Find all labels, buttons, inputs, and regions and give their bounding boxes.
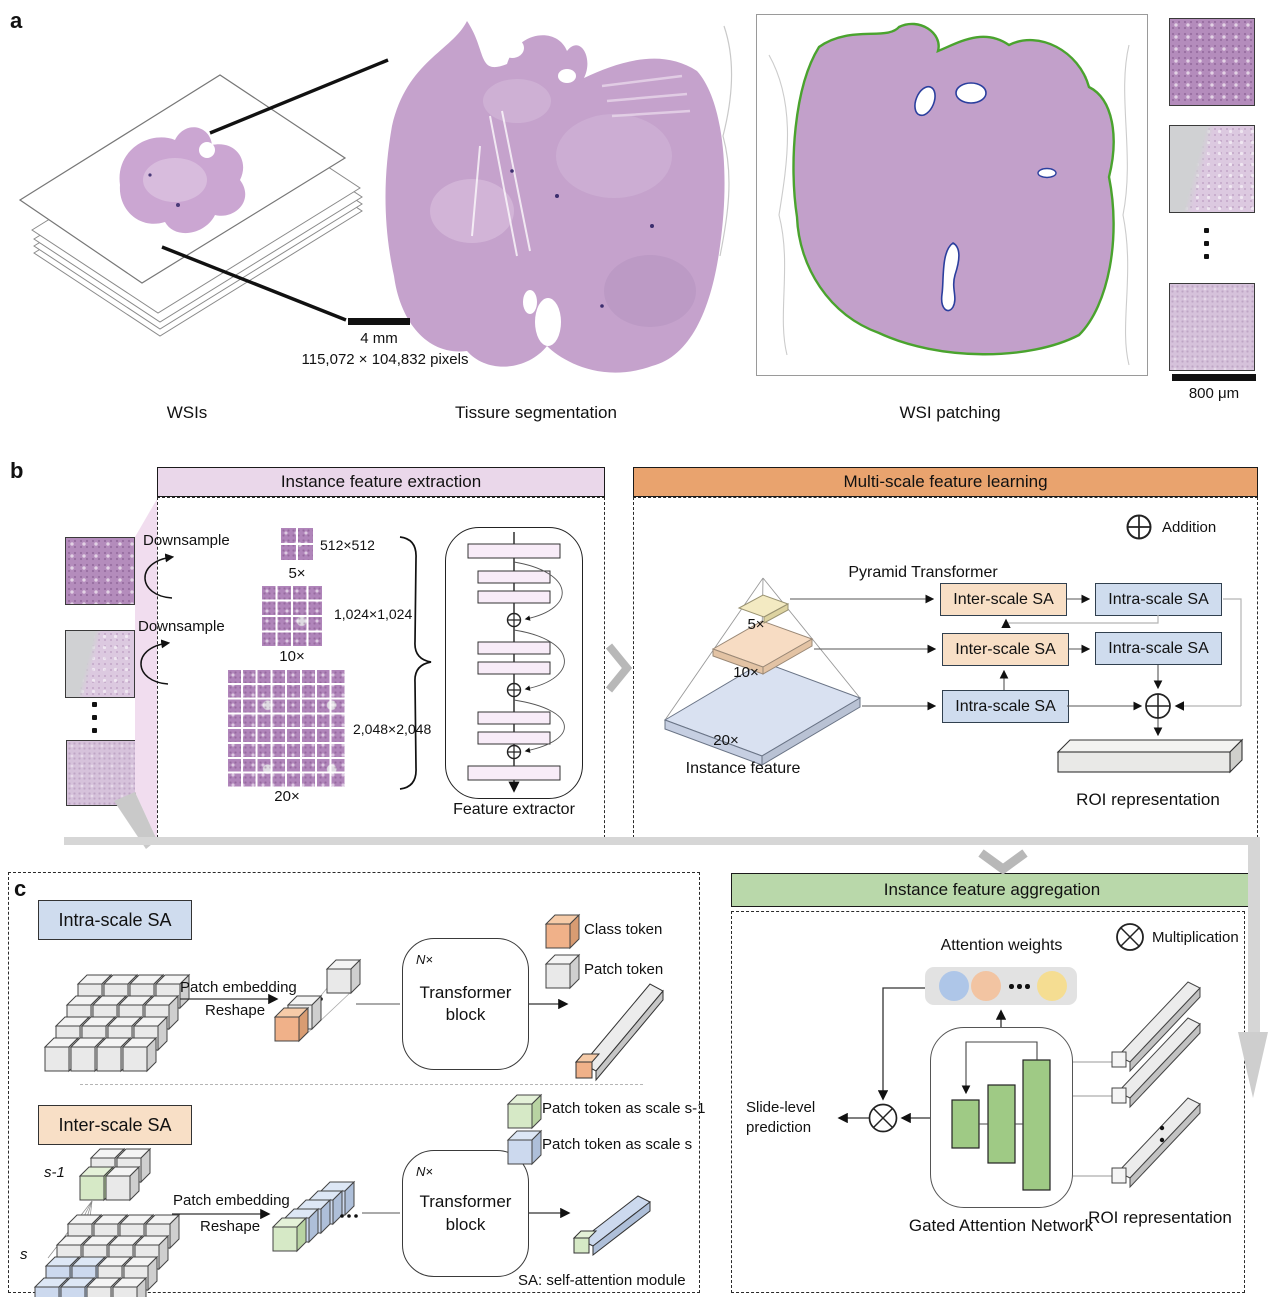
multiscale-header: Multi-scale feature learning	[633, 467, 1258, 497]
scale-bar-4mm-label: 4 mm	[360, 330, 398, 347]
slide-level-prediction-label: Slide-level prediction	[746, 1099, 816, 1136]
gated-attention-network-box	[930, 1027, 1073, 1208]
tile-grid-5x	[281, 528, 313, 560]
attention-weight-circle-yellow	[1037, 971, 1067, 1001]
patch-embedding-label-2: Patch embedding	[173, 1192, 290, 1209]
downsample-label-2: Downsample	[138, 618, 225, 635]
panel-b-label: b	[10, 458, 24, 483]
patch-thumbnail-1	[1169, 18, 1255, 106]
ellipsis-dot	[1009, 984, 1014, 989]
sa-note-label: SA: self-attention module	[518, 1272, 686, 1289]
transformer-block-2: N× Transformer block	[402, 1150, 529, 1277]
resolution-label: 115,072 × 104,832 pixels	[301, 351, 469, 368]
attention-weight-circle-orange	[971, 971, 1001, 1001]
extraction-header: Instance feature extraction	[157, 467, 605, 497]
intra-scale-sa-title: Intra-scale SA	[38, 900, 192, 940]
size-1024-label: 1,024×1,024	[334, 606, 413, 622]
addition-legend-label: Addition	[1162, 519, 1217, 536]
wsi-patching-image	[756, 14, 1148, 376]
instance-patch-1	[65, 537, 135, 605]
patch-embedding-label-1: Patch embedding	[180, 979, 297, 996]
intra-scale-sa-box-3: Intra-scale SA	[942, 690, 1069, 723]
scale-s-label: s	[20, 1246, 28, 1263]
pyramid-transformer-label: Pyramid Transformer	[848, 564, 998, 581]
roi-representation-label-c: ROI representation	[1088, 1208, 1232, 1227]
patch-thumbnail-2	[1169, 125, 1255, 213]
scale-bar-4mm	[348, 318, 410, 325]
chevron-down-icon	[978, 849, 1028, 875]
scale-s1-label: s-1	[44, 1164, 65, 1181]
mag-20x-label: 20×	[274, 788, 300, 805]
patching-caption: WSI patching	[899, 403, 1001, 422]
intra-inter-divider	[80, 1084, 643, 1085]
attention-weights-label: Attention weights	[940, 937, 1063, 954]
wsi-patching-art	[768, 22, 1130, 366]
inter-scale-sa-box-1: Inter-scale SA	[940, 583, 1067, 616]
inter-scale-sa-box-2: Inter-scale SA	[942, 633, 1069, 666]
vertical-ellipsis-instances	[92, 702, 97, 733]
wsis-caption: WSIs	[166, 403, 208, 422]
tile-grid-20x	[228, 670, 345, 787]
scale-bar-800um-label: 800 μm	[1188, 385, 1240, 402]
intra-scale-sa-box-1: Intra-scale SA	[1095, 583, 1222, 616]
patch-token-s1-legend-label: Patch token as scale s-1	[542, 1100, 706, 1117]
roi-representation-label-b: ROI representation	[1076, 790, 1220, 809]
panel-c-label: c	[14, 876, 27, 901]
feature-extractor-box	[445, 527, 583, 799]
pyramid-mag-5x: 5×	[747, 616, 765, 633]
ellipsis-dot	[1025, 984, 1030, 989]
pyramid-mag-20x: 20×	[713, 732, 739, 749]
instance-feature-label: Instance feature	[685, 760, 801, 777]
attention-weight-circle-blue	[939, 971, 969, 1001]
class-token-legend-label: Class token	[584, 921, 663, 938]
mag-5x-label: 5×	[288, 565, 306, 582]
vertical-ellipsis-patches	[1204, 228, 1209, 259]
transformer-block-1: N× Transformer block	[402, 938, 529, 1070]
patch-token-legend-label: Patch token	[584, 961, 664, 978]
inter-scale-sa-title: Inter-scale SA	[38, 1105, 192, 1145]
feature-extractor-label: Feature extractor	[453, 801, 575, 818]
mag-10x-label: 10×	[279, 648, 305, 665]
pyramid-mag-10x: 10×	[733, 664, 759, 681]
panel-a-label: a	[10, 8, 23, 33]
reshape-label-1: Reshape	[205, 1002, 266, 1019]
scale-bar-800um	[1172, 374, 1256, 381]
transformer-block-label-1: Transformer block	[419, 982, 512, 1024]
reshape-label-2: Reshape	[200, 1218, 261, 1235]
size-512-label: 512×512	[320, 537, 375, 553]
n-times-label-1: N×	[416, 952, 433, 967]
tile-grid-10x	[262, 586, 322, 646]
n-times-label-2: N×	[416, 1164, 433, 1179]
attention-weights-pill	[925, 967, 1077, 1005]
multiplication-legend-label: Multiplication	[1152, 929, 1239, 946]
size-2048-label: 2,048×2,048	[353, 721, 432, 737]
transformer-block-label-2: Transformer block	[419, 1192, 512, 1234]
downsample-label-1: Downsample	[143, 532, 230, 549]
panel-c-box	[8, 872, 700, 1293]
segmentation-caption: Tissure segmentation	[455, 403, 617, 422]
tissue-segmentation-image	[352, 6, 744, 394]
ellipsis-dot	[1017, 984, 1022, 989]
patch-token-s-legend-label: Patch token as scale s	[542, 1136, 693, 1153]
patch-thumbnail-3	[1169, 283, 1255, 371]
gated-attention-network-label: Gated Attention Network	[908, 1216, 1094, 1235]
intra-scale-sa-box-2: Intra-scale SA	[1095, 632, 1222, 665]
tissue-blob-art	[385, 21, 733, 373]
instance-patch-2	[65, 630, 135, 698]
instance-patch-3	[66, 740, 136, 806]
aggregation-box	[731, 911, 1245, 1293]
chevron-right-icon	[605, 643, 633, 693]
wsi-slide-stack	[18, 58, 389, 337]
aggregation-header: Instance feature aggregation	[731, 873, 1253, 907]
